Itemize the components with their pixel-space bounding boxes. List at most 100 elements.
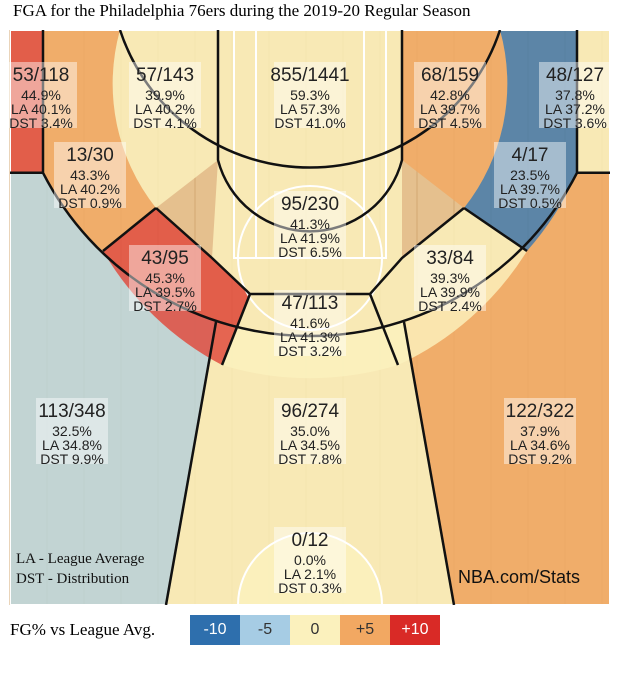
zone-fg-pct: 0.0% (294, 552, 326, 568)
zone-left-corner-3 (10, 30, 43, 173)
zone-divider (118, 30, 502, 169)
zone-league-avg: LA 40.2% (60, 181, 120, 197)
zone-fga: 53/118 (13, 65, 70, 86)
zone-backcourt (238, 533, 382, 605)
zone-distribution: DST 0.5% (498, 195, 562, 211)
legend-label: FG% vs League Avg. (10, 620, 156, 639)
zone-distribution: DST 3.2% (278, 343, 342, 359)
zone-fga: 113/348 (38, 401, 105, 422)
legend-swatch: +5 (340, 615, 390, 645)
zone-label-backdrop (274, 191, 346, 257)
zone-divider (216, 30, 404, 233)
zone-divider (463, 206, 528, 253)
source-credit: NBA.com/Stats (458, 567, 581, 587)
zone-fg-pct: 35.0% (290, 423, 330, 439)
zone-league-avg: LA 41.3% (280, 329, 340, 345)
zone-distribution: DST 4.5% (418, 115, 482, 131)
zone-fg-pct: 43.3% (70, 167, 110, 183)
zone-distribution: DST 3.6% (543, 115, 607, 131)
zone-divider (368, 293, 400, 366)
legend-swatch: +10 (390, 615, 440, 645)
zone-fg-pct: 37.8% (555, 87, 595, 103)
zone-distribution: DST 2.4% (418, 298, 482, 314)
zone-center-3 (166, 322, 454, 605)
zone-league-avg: LA 39.7% (500, 181, 560, 197)
distribution-note: DST - Distribution (16, 571, 130, 587)
zone-league-avg: LA 2.1% (284, 566, 336, 582)
zone-fg-pct: 45.3% (145, 270, 185, 286)
zone-right-short-baseline (402, 30, 508, 208)
zone-fga: 855/1441 (270, 65, 349, 86)
zone-distribution: DST 7.8% (278, 451, 342, 467)
zone-distribution: DST 9.2% (508, 451, 572, 467)
zone-distribution: DST 4.1% (133, 115, 197, 131)
zone-right-wing-3 (404, 172, 610, 605)
zone-left-short-baseline (112, 30, 218, 208)
zone-paint-non-ra (212, 160, 402, 294)
zone-left-wing-3 (10, 172, 216, 605)
zone-fga: 33/84 (426, 248, 474, 269)
zone-divider (155, 207, 465, 296)
lane-lines (233, 30, 387, 259)
zone-fga: 96/274 (281, 401, 340, 422)
zone-label-backdrop (274, 62, 346, 128)
zone-fga: 4/17 (512, 145, 549, 166)
center-circle (237, 532, 383, 605)
zone-fg-pct: 39.3% (430, 270, 470, 286)
zone-distribution: DST 0.9% (58, 195, 122, 211)
zone-fg-pct: 59.3% (290, 87, 330, 103)
zone-label-backdrop (129, 245, 201, 311)
zone-distribution: DST 0.3% (278, 580, 342, 596)
zone-league-avg: LA 34.6% (510, 437, 570, 453)
legend-swatch: 0 (290, 615, 340, 645)
zone-right-corner-3 (577, 30, 610, 173)
zone-left-baseline-mid (43, 30, 156, 251)
zone-divider (402, 321, 456, 605)
zone-left-elbow-mid (103, 208, 250, 365)
zone-fga: 68/159 (421, 65, 479, 86)
zone-fg-pct: 37.9% (520, 423, 560, 439)
zone-league-avg: LA 39.7% (420, 101, 480, 117)
zone-divider (41, 30, 579, 338)
zone-label-backdrop (504, 398, 576, 464)
zone-fg-pct: 39.9% (145, 87, 185, 103)
zone-distribution: DST 6.5% (278, 244, 342, 260)
zone-league-avg: LA 34.8% (42, 437, 102, 453)
zone-restricted-area (218, 30, 402, 232)
zone-label-backdrop (539, 62, 611, 128)
zone-fga: 122/322 (506, 401, 575, 422)
zone-fga: 0/12 (292, 530, 329, 551)
zone-fg-pct: 42.8% (430, 87, 470, 103)
zone-fg-pct: 23.5% (510, 167, 550, 183)
zone-fg-pct: 32.5% (52, 423, 92, 439)
league-average-note: LA - League Average (16, 551, 145, 567)
zone-league-avg: LA 37.2% (545, 101, 605, 117)
zone-fg-pct: 41.6% (290, 315, 330, 331)
zone-league-avg: LA 40.1% (11, 101, 71, 117)
zone-fga: 43/95 (141, 248, 189, 269)
zone-label-backcourt: 0/120.0%LA 2.1%DST 0.3% (274, 527, 346, 596)
zone-fga: 47/113 (282, 293, 339, 314)
legend-swatch: -5 (240, 615, 290, 645)
legend-swatch: -10 (190, 615, 240, 645)
zone-label-backdrop (414, 245, 486, 311)
zone-label-backdrop (274, 527, 346, 593)
zone-distribution: DST 2.7% (133, 298, 197, 314)
zone-distribution: DST 9.9% (40, 451, 104, 467)
free-throw-circle (237, 185, 383, 331)
zone-fga: 13/30 (66, 145, 114, 166)
zone-right-elbow-mid (370, 208, 527, 365)
zone-label-backdrop (414, 62, 486, 128)
